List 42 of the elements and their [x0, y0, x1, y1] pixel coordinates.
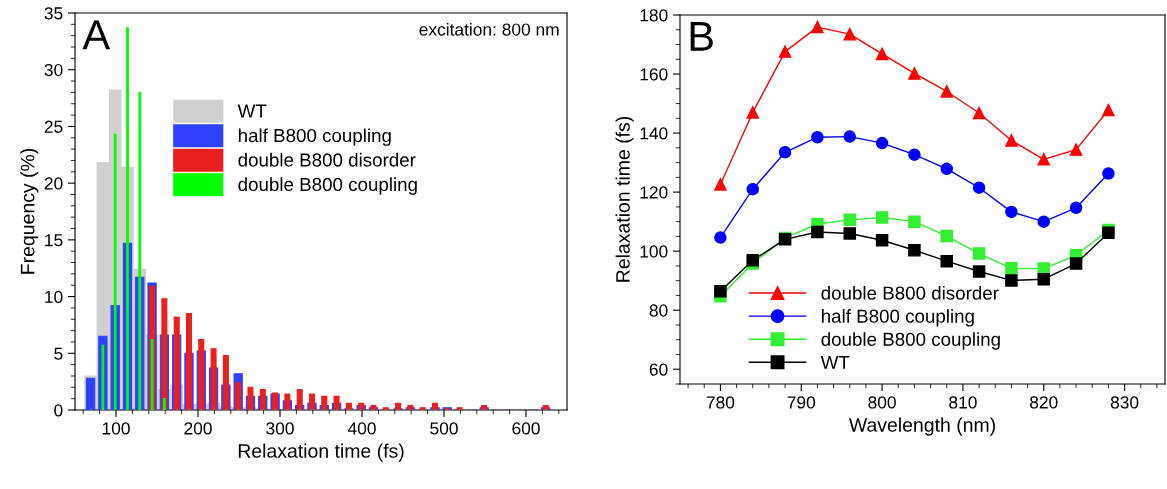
- x-axis-title: Relaxation time (fs): [238, 443, 404, 462]
- legend-label: double B800 disorder: [238, 152, 416, 167]
- x-tick-label: 300: [266, 422, 294, 435]
- legend-label: double B800 disorder: [821, 285, 999, 300]
- legend-label: WT: [820, 355, 850, 369]
- x-tick-label: 820: [1030, 396, 1058, 409]
- x-tick-label: 500: [430, 422, 458, 435]
- y-tick-label: 5: [54, 347, 63, 360]
- y-axis-title: Frequency (%): [20, 148, 39, 274]
- y-tick-label: 0: [54, 404, 63, 417]
- y-tick-label: 180: [640, 9, 668, 22]
- y-tick-label: 25: [44, 120, 63, 133]
- annotation: B: [690, 22, 713, 51]
- y-tick-label: 60: [649, 363, 668, 376]
- y-tick-label: 140: [640, 127, 668, 140]
- legend-label: WT: [237, 104, 267, 118]
- y-tick-label: 160: [640, 68, 668, 81]
- y-tick-label: 15: [45, 234, 63, 247]
- legend-label: half B800 coupling: [822, 309, 974, 327]
- annotation: excitation: 800 nm: [419, 22, 559, 36]
- y-tick-label: 35: [44, 7, 63, 20]
- x-tick-label: 800: [868, 396, 896, 409]
- annotation: A: [82, 20, 111, 50]
- y-tick-label: 120: [640, 186, 668, 199]
- y-tick-label: 10: [45, 290, 63, 304]
- x-tick-label: 790: [787, 396, 816, 409]
- y-tick-label: 80: [649, 304, 668, 317]
- x-tick-label: 780: [706, 396, 735, 409]
- legend-label: double B800 coupling: [238, 177, 417, 195]
- x-tick-label: 200: [184, 422, 212, 435]
- y-tick-label: 100: [640, 245, 668, 258]
- x-tick-label: 100: [102, 422, 130, 435]
- y-tick-label: 30: [44, 63, 63, 77]
- x-tick-label: 830: [1110, 396, 1139, 409]
- legend-label: double B800 coupling: [821, 332, 1000, 350]
- x-tick-label: 400: [347, 422, 376, 435]
- x-tick-label: 600: [512, 422, 540, 435]
- x-axis-title: Wavelength (nm): [848, 417, 995, 436]
- legend-label: half B800 coupling: [238, 128, 391, 146]
- x-tick-label: 810: [949, 396, 977, 409]
- y-tick-label: 20: [44, 177, 63, 190]
- y-axis-title: Relaxation time (fs): [615, 116, 634, 282]
